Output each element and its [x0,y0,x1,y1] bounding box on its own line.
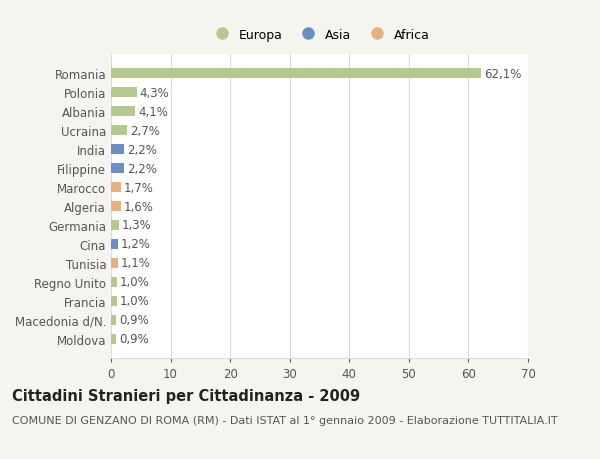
Text: 1,3%: 1,3% [122,219,151,232]
Text: 1,7%: 1,7% [124,181,154,194]
Text: 1,0%: 1,0% [120,276,149,289]
Text: 4,3%: 4,3% [140,86,169,100]
Bar [111,88,137,98]
Text: 0,9%: 0,9% [119,333,149,346]
Text: 2,7%: 2,7% [130,124,160,137]
Text: 62,1%: 62,1% [484,67,521,80]
Text: 4,1%: 4,1% [139,106,168,118]
Text: Cittadini Stranieri per Cittadinanza - 2009: Cittadini Stranieri per Cittadinanza - 2… [12,388,360,403]
Legend: Europa, Asia, Africa: Europa, Asia, Africa [205,25,434,45]
Bar [111,163,124,174]
Bar [111,296,117,307]
Text: 1,1%: 1,1% [121,257,151,270]
Bar [111,277,117,287]
Bar [111,220,119,231]
Bar [111,202,121,212]
Bar [111,334,116,344]
Text: 1,0%: 1,0% [120,295,149,308]
Bar [111,182,121,193]
Text: 1,6%: 1,6% [124,200,154,213]
Bar [111,106,136,117]
Text: 2,2%: 2,2% [127,143,157,156]
Text: 2,2%: 2,2% [127,162,157,175]
Text: 1,2%: 1,2% [121,238,151,251]
Bar [111,239,118,250]
Bar [111,126,127,136]
Bar [111,258,118,269]
Bar [111,69,481,79]
Bar [111,145,124,155]
Text: COMUNE DI GENZANO DI ROMA (RM) - Dati ISTAT al 1° gennaio 2009 - Elaborazione TU: COMUNE DI GENZANO DI ROMA (RM) - Dati IS… [12,415,557,425]
Bar [111,315,116,325]
Text: 0,9%: 0,9% [119,313,149,327]
